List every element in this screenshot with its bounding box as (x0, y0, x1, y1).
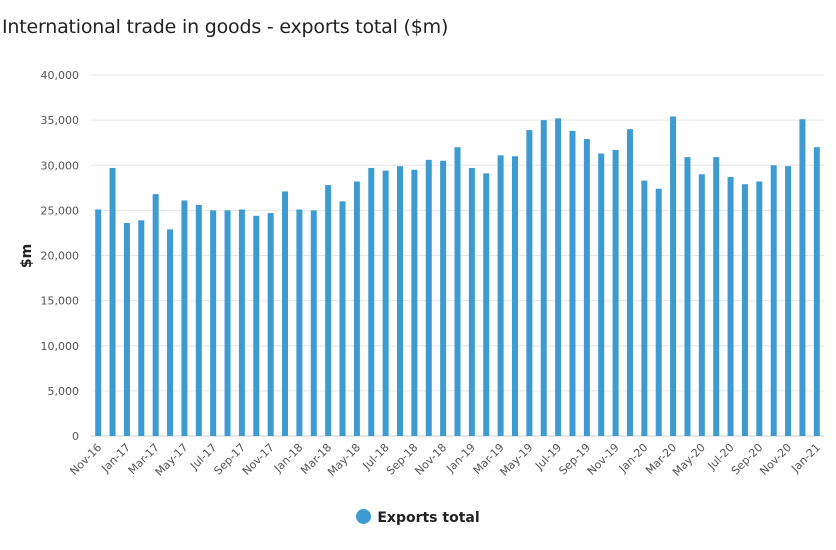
bar-sep-18[interactable] (411, 169, 418, 436)
bar-feb-19[interactable] (483, 173, 490, 436)
x-tick-label: Nov-19 (585, 441, 622, 478)
x-tick-label: May-18 (325, 441, 363, 479)
bar-sep-20[interactable] (756, 181, 763, 436)
bar-jul-17[interactable] (210, 210, 217, 436)
x-tick-label: Jan-21 (788, 441, 823, 476)
bar-aug-19[interactable] (569, 130, 576, 436)
bar-jul-20[interactable] (727, 176, 734, 437)
bar-mar-19[interactable] (497, 155, 504, 436)
bar-feb-17[interactable] (138, 220, 145, 436)
bar-jan-20[interactable] (641, 180, 648, 436)
bar-nov-16[interactable] (95, 209, 102, 436)
bar-oct-18[interactable] (425, 159, 432, 436)
x-tick-label: Nov-16 (67, 441, 104, 478)
y-tick-label: 40,000 (41, 69, 80, 82)
bar-aug-18[interactable] (397, 166, 404, 436)
y-axis-ticks: 0 5,000 10,000 15,000 20,000 25,000 30,000 35,0… (41, 69, 80, 443)
x-tick-label: May-17 (153, 441, 191, 479)
y-tick-label: 30,000 (41, 159, 80, 172)
bar-may-18[interactable] (353, 181, 360, 436)
chart-title: International trade in goods - exports t… (2, 16, 449, 38)
bar-mar-20[interactable] (670, 116, 677, 436)
bar-jul-19[interactable] (555, 118, 562, 436)
bar-jan-19[interactable] (468, 167, 475, 436)
bar-may-17[interactable] (181, 200, 188, 436)
bar-nov-20[interactable] (785, 166, 792, 436)
exports-bar-chart: 0 5,000 10,000 15,000 20,000 25,000 30,000 35,0… (19, 69, 824, 479)
bar-dec-19[interactable] (626, 129, 633, 436)
y-tick-label: 15,000 (41, 295, 80, 308)
bar-dec-17[interactable] (282, 191, 289, 436)
bar-feb-20[interactable] (655, 188, 662, 436)
y-tick-label: 20,000 (41, 250, 80, 263)
bar-sep-19[interactable] (583, 139, 590, 436)
bar-apr-19[interactable] (511, 156, 518, 436)
x-tick-label: May-19 (498, 441, 536, 479)
bar-jun-19[interactable] (540, 120, 547, 436)
bar-sep-17[interactable] (238, 209, 245, 436)
y-axis-label: $m (19, 244, 35, 268)
x-tick-label: Nov-20 (757, 441, 794, 478)
bars (95, 116, 820, 437)
x-tick-label: Nov-18 (412, 441, 449, 478)
y-tick-label: 35,000 (41, 114, 80, 127)
bar-oct-20[interactable] (770, 165, 777, 436)
y-tick-label: 10,000 (41, 340, 80, 353)
bar-dec-18[interactable] (454, 147, 461, 436)
bar-nov-18[interactable] (440, 160, 447, 437)
bar-jul-18[interactable] (382, 170, 389, 437)
bar-apr-17[interactable] (167, 229, 174, 436)
bar-apr-18[interactable] (339, 201, 346, 436)
y-tick-label: 5,000 (48, 385, 80, 398)
bar-jun-17[interactable] (195, 204, 202, 436)
bar-oct-19[interactable] (598, 153, 605, 436)
bar-aug-20[interactable] (741, 184, 748, 436)
bar-apr-20[interactable] (684, 157, 691, 436)
bar-jan-21[interactable] (813, 147, 820, 436)
bar-aug-17[interactable] (224, 210, 231, 436)
y-tick-label: 25,000 (41, 204, 80, 217)
x-axis-ticks: Nov-16Jan-17Mar-17May-17Jul-17Sep-17Nov-… (67, 441, 822, 479)
bar-dec-16[interactable] (109, 167, 116, 436)
legend-label: Exports total (377, 510, 480, 526)
bar-feb-18[interactable] (310, 210, 317, 436)
bar-mar-18[interactable] (325, 185, 332, 436)
bar-jun-20[interactable] (713, 157, 720, 436)
y-tick-label: 0 (72, 430, 79, 443)
legend[interactable]: Exports total (0, 509, 836, 526)
bar-oct-17[interactable] (253, 215, 260, 436)
bar-mar-17[interactable] (152, 194, 159, 436)
legend-marker-icon (356, 509, 372, 524)
bar-may-20[interactable] (698, 174, 705, 436)
bar-jan-18[interactable] (296, 209, 303, 436)
bar-nov-17[interactable] (267, 213, 274, 436)
bar-dec-20[interactable] (799, 119, 806, 436)
bar-jun-18[interactable] (368, 167, 375, 436)
bar-nov-19[interactable] (612, 149, 619, 436)
x-tick-label: May-20 (670, 441, 708, 479)
bar-may-19[interactable] (526, 130, 533, 437)
bar-jan-17[interactable] (123, 223, 130, 436)
x-tick-label: Nov-17 (240, 441, 277, 478)
